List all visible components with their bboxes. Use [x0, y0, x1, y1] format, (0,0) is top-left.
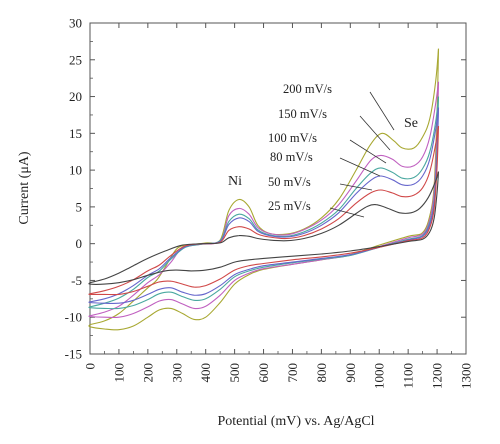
y-tick-label: 15 — [69, 126, 82, 141]
x-tick-label: 1100 — [401, 363, 416, 389]
rate-label-50: 50 mV/s — [268, 175, 311, 189]
series-line-150mv-s-reverse — [88, 81, 440, 319]
y-tick-label: -10 — [65, 310, 82, 325]
x-tick-label: 700 — [285, 363, 300, 383]
leader-25 — [329, 207, 365, 218]
series-line-100mv-s-forward — [89, 96, 440, 308]
rate-label-80: 80 mV/s — [270, 150, 313, 164]
series-line-25mv-s-reverse — [88, 171, 440, 285]
y-axis-title: Current (μA) — [17, 151, 32, 225]
x-tick-label: 600 — [256, 363, 271, 383]
series-line-150mv-s-forward — [89, 81, 440, 317]
series-line-25mv-s-forward — [89, 171, 440, 284]
x-tick-label: 900 — [343, 363, 358, 383]
ni-peak-label: Ni — [228, 174, 242, 189]
rate-label-200: 200 mV/s — [283, 82, 332, 96]
x-axis-title: Potential (mV) vs. Ag/AgCl — [217, 414, 374, 429]
y-tick-label: -5 — [71, 273, 82, 288]
y-tick-label: 10 — [69, 163, 82, 178]
series-line-80mv-s-forward — [89, 107, 440, 303]
leader-150 — [359, 115, 391, 151]
rate-label-25: 25 mV/s — [268, 199, 311, 213]
series-line-50mv-s-reverse — [88, 125, 440, 296]
x-tick-label: 400 — [198, 363, 213, 383]
leader-50 — [339, 183, 373, 191]
y-tick-label: -15 — [65, 347, 82, 362]
y-tick-label: 0 — [76, 236, 83, 251]
x-tick-label: 1200 — [430, 363, 445, 389]
series-line-100mv-s-reverse — [88, 96, 440, 310]
x-tick-label: 300 — [169, 363, 184, 383]
x-tick-label: 1000 — [372, 363, 387, 389]
x-tick-label: 0 — [83, 363, 98, 370]
series-line-200mv-s-forward — [89, 48, 440, 326]
y-tick-label: 25 — [69, 52, 82, 67]
se-peak-label: Se — [404, 116, 418, 131]
y-tick-label: 30 — [69, 16, 82, 31]
x-tick-label: 200 — [140, 363, 155, 383]
series-line-80mv-s-reverse — [88, 107, 440, 305]
annotations: Ni Se 200 mV/s 150 mV/s 100 mV/s 80 mV/s… — [228, 82, 418, 218]
series-line-200mv-s-reverse — [88, 48, 440, 331]
x-tick-label: 1300 — [459, 363, 474, 389]
rate-label-150: 150 mV/s — [278, 107, 327, 121]
rate-label-100: 100 mV/s — [268, 131, 317, 145]
leader-100 — [349, 139, 387, 164]
y-tick-label: 5 — [76, 199, 83, 214]
leader-80 — [339, 157, 381, 177]
series-group — [88, 48, 440, 331]
series-line-50mv-s-forward — [89, 125, 440, 295]
leader-200 — [369, 91, 395, 131]
x-tick-label: 500 — [227, 363, 242, 383]
x-tick-label: 800 — [314, 363, 329, 383]
y-tick-label: 20 — [69, 89, 82, 104]
x-tick-label: 100 — [111, 363, 126, 383]
